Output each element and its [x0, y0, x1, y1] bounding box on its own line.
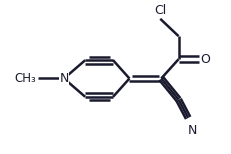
- Text: N: N: [187, 124, 197, 137]
- Text: N: N: [59, 72, 69, 85]
- Text: O: O: [201, 53, 210, 66]
- Text: Cl: Cl: [154, 4, 166, 17]
- Text: CH₃: CH₃: [14, 72, 36, 85]
